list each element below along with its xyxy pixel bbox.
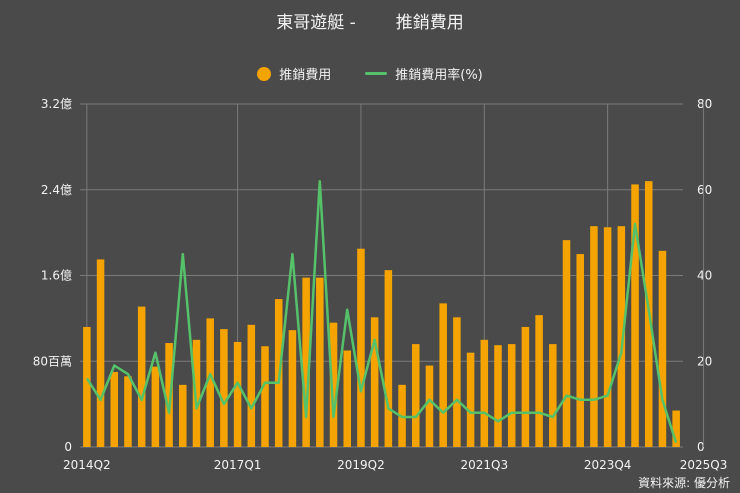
x-axis-tick-label: 2021Q3 — [460, 458, 508, 472]
bar-selling-expense — [576, 254, 584, 447]
bar-selling-expense — [151, 366, 160, 447]
bar-selling-expense — [384, 270, 393, 447]
bar-selling-expense — [83, 326, 91, 447]
legend-label-ratio: 推銷費用率(%) — [395, 68, 483, 83]
bar-selling-expense — [439, 303, 447, 447]
bar-selling-expense — [261, 346, 269, 447]
bar-selling-expense — [590, 226, 598, 447]
bar-selling-expense — [466, 352, 475, 447]
bar-selling-expense — [425, 365, 434, 447]
bar-selling-expense — [206, 318, 214, 447]
bar-selling-expense — [617, 226, 626, 447]
bar-selling-expense — [631, 184, 639, 447]
source-credit: 資料來源: 優分析 — [638, 476, 730, 490]
bar-selling-expense — [480, 339, 489, 447]
bar-selling-expense — [247, 324, 256, 447]
legend-circle-icon — [257, 66, 272, 81]
left-axis-tick-label: 0 — [64, 440, 72, 454]
line-selling-expense-ratio — [85, 179, 678, 444]
bar-selling-expense — [562, 240, 571, 447]
bar-selling-expense — [549, 344, 557, 447]
bar-selling-expense — [411, 344, 420, 447]
title-metric: 推銷費用 — [395, 13, 464, 33]
bar-selling-expense — [137, 306, 146, 447]
right-axis-tick-label: 80 — [697, 97, 712, 111]
bar-selling-expense — [672, 410, 680, 447]
bar-selling-expense — [329, 322, 338, 447]
chart-title: 東哥遊艇 - 推銷費用 — [0, 8, 740, 33]
bar-selling-expense — [165, 343, 173, 447]
x-axis-tick-label: 2025Q3 — [680, 458, 728, 472]
legend-line-icon — [365, 72, 388, 75]
bar-selling-expense — [521, 326, 530, 447]
legend-item-ratio[interactable]: 推銷費用率(%) — [365, 64, 483, 83]
x-axis-tick-label: 2019Q2 — [337, 458, 385, 472]
legend-item-expense[interactable]: 推銷費用 — [257, 64, 331, 83]
right-axis-tick-label: 60 — [697, 183, 712, 197]
x-axis-tick-label: 2017Q1 — [214, 458, 262, 472]
x-axis-tick-label: 2023Q4 — [584, 458, 632, 472]
bar-selling-expense — [179, 384, 187, 447]
bar-selling-expense — [658, 250, 667, 447]
right-axis-tick-label: 0 — [697, 440, 705, 454]
legend-label-expense: 推銷費用 — [279, 68, 332, 83]
bar-selling-expense — [110, 371, 119, 447]
right-axis-tick-label: 20 — [697, 354, 712, 368]
bar-selling-expense — [233, 341, 242, 447]
title-company: 東哥遊艇 - — [276, 13, 356, 33]
x-axis-tick-label: 2014Q2 — [63, 458, 111, 472]
bar-selling-expense — [494, 345, 502, 447]
bar-selling-expense — [603, 227, 612, 447]
left-axis-tick-label: 2.4億 — [41, 183, 72, 197]
left-axis-tick-label: 80百萬 — [33, 354, 72, 368]
left-axis-tick-label: 1.6億 — [41, 269, 72, 283]
right-axis-tick-label: 40 — [697, 269, 712, 283]
bar-selling-expense — [316, 277, 324, 447]
bar-selling-expense — [535, 315, 543, 447]
bar-selling-expense — [96, 259, 105, 447]
bar-selling-expense — [302, 277, 310, 447]
left-axis-tick-label: 3.2億 — [41, 97, 72, 111]
bar-selling-expense — [357, 248, 365, 447]
bar-selling-expense — [192, 339, 201, 447]
bar-selling-expense — [124, 376, 132, 447]
bar-selling-expense — [288, 330, 297, 447]
legend: 推銷費用 推銷費用率(%) — [0, 64, 740, 83]
bar-selling-expense — [220, 329, 228, 447]
bar-selling-expense — [453, 317, 461, 447]
bar-selling-expense — [343, 350, 352, 447]
bar-selling-expense — [507, 344, 516, 447]
bar-selling-expense — [370, 317, 379, 447]
